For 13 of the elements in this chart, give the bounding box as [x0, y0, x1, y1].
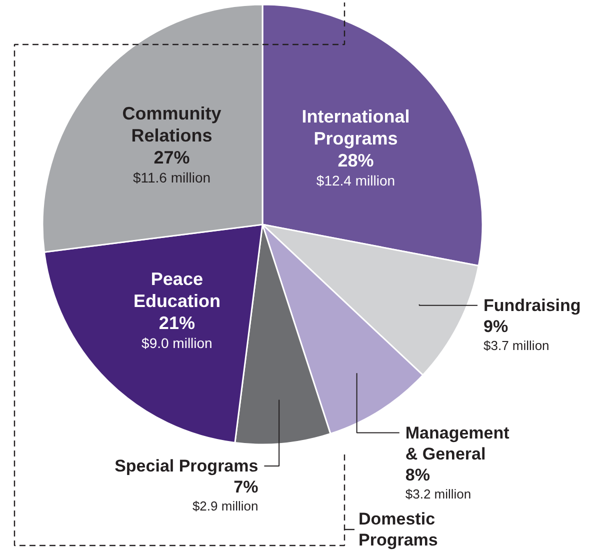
slice-label: International Programs: [302, 106, 410, 148]
slice-label: Peace Education: [133, 269, 220, 312]
data-label: 27% $11.6 million: [132, 147, 211, 186]
data-label: 7% $2.9 million: [192, 478, 258, 514]
slice-label: Community Relations: [122, 103, 222, 146]
data-label: 8% $3.2 million: [405, 465, 472, 502]
data-label: 21% $9.0 million: [142, 313, 212, 352]
slice-label: Special Programs: [114, 456, 258, 476]
data-label: 9% $3.7 million: [484, 316, 550, 353]
data-label: 28% $12.4 million: [316, 150, 396, 188]
text: Domestic Programs: [358, 510, 438, 550]
slice-label: Fundraising: [484, 296, 581, 315]
slice-label: Management & General: [405, 423, 510, 464]
